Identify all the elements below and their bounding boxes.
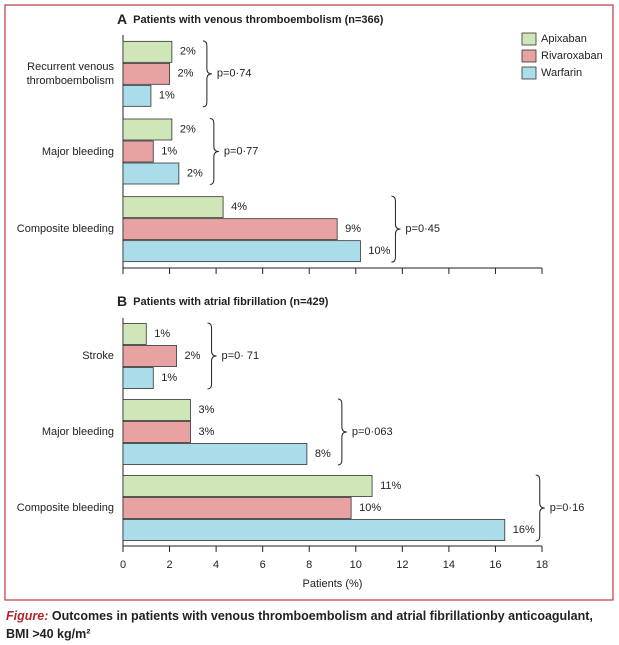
legend-swatch: [521, 66, 537, 80]
bar: [122, 140, 154, 163]
x-tick-label: 12: [396, 559, 408, 571]
p-value: p=0· 71: [222, 350, 260, 362]
bar: [122, 399, 191, 421]
value-label: 10%: [368, 245, 390, 257]
x-axis-label: Patients (%): [303, 578, 363, 590]
x-tick-label: 6: [260, 559, 266, 571]
p-value: p=0·74: [217, 68, 252, 80]
legend-label: Apixaban: [541, 33, 587, 45]
category-label: Recurrent venous thromboembolism: [26, 60, 114, 87]
x-tick-label: 16: [489, 559, 501, 571]
panel-title-text: Patients with venous thromboembolism (n=…: [133, 14, 384, 26]
bar: [122, 84, 152, 107]
frame: [4, 4, 614, 601]
x-tick-label: 2: [166, 559, 172, 571]
category-label: Composite bleeding: [16, 502, 114, 514]
bar: [122, 40, 173, 63]
panel-title: B Patients with atrial fibrillation (n=42…: [117, 293, 329, 309]
x-tick-label: 18: [536, 559, 548, 571]
category-label: Stroke: [82, 350, 114, 362]
category-label: Major bleeding: [41, 426, 114, 438]
value-label: 16%: [513, 524, 535, 536]
bar: [122, 162, 180, 185]
bar: [122, 196, 224, 219]
panel-title: A Patients with venous thromboembolism (n…: [117, 11, 384, 27]
chart: A Patients with venous thromboembolism (n…: [4, 4, 614, 601]
x-tick-label: 0: [120, 559, 126, 571]
brace: [391, 195, 401, 263]
value-label: 1%: [161, 145, 177, 157]
brace: [535, 474, 545, 542]
value-label: 4%: [231, 201, 247, 213]
legend-swatch: [521, 32, 537, 46]
value-label: 9%: [345, 223, 361, 235]
category-label: Major bleeding: [41, 145, 114, 158]
bar: [122, 345, 177, 367]
brace: [209, 118, 219, 185]
bar: [122, 323, 147, 345]
value-label: 2%: [187, 167, 203, 179]
value-label: 11%: [380, 480, 401, 492]
x-tick-label: 8: [306, 559, 312, 571]
value-label: 2%: [185, 350, 201, 362]
brace: [337, 398, 347, 466]
caption-text: Outcomes in patients with venous thrombo…: [6, 609, 593, 641]
p-value: p=0·45: [405, 223, 440, 235]
p-value: p=0·063: [352, 426, 393, 438]
p-value: p=0·77: [224, 145, 259, 157]
bar: [122, 475, 373, 497]
brace: [207, 322, 217, 390]
value-label: 2%: [180, 46, 196, 58]
bar: [122, 421, 191, 443]
p-value: p=0·16: [550, 502, 585, 514]
bar: [122, 118, 173, 141]
x-tick-label: 14: [443, 559, 455, 571]
value-label: 2%: [178, 68, 194, 80]
bar: [122, 497, 352, 519]
value-label: 3%: [199, 404, 215, 416]
value-label: 2%: [180, 123, 196, 135]
value-label: 8%: [315, 448, 331, 460]
bar: [122, 443, 308, 465]
value-label: 3%: [199, 426, 215, 438]
bar: [122, 519, 506, 541]
value-label: 1%: [159, 90, 175, 102]
panel-letter: B: [117, 293, 127, 309]
panel-title-text: Patients with atrial fibrillation (n=429…: [133, 296, 329, 308]
value-label: 1%: [161, 372, 177, 384]
bar: [122, 240, 361, 263]
value-label: 10%: [359, 502, 381, 514]
x-tick-label: 10: [350, 559, 362, 571]
legend-label: Rivaroxaban: [541, 50, 603, 62]
category-label: Composite bleeding: [16, 223, 114, 236]
caption: Figure: Outcomes in patients with venous…: [6, 607, 606, 643]
legend-swatch: [521, 49, 537, 63]
caption-label: Figure:: [6, 609, 49, 623]
panel-letter: A: [117, 11, 127, 27]
legend-label: Warfarin: [541, 67, 582, 79]
bar: [122, 218, 338, 241]
bar: [122, 367, 154, 389]
brace: [202, 40, 212, 108]
value-label: 1%: [154, 328, 170, 340]
x-tick-label: 4: [213, 559, 219, 571]
bar: [122, 62, 170, 85]
